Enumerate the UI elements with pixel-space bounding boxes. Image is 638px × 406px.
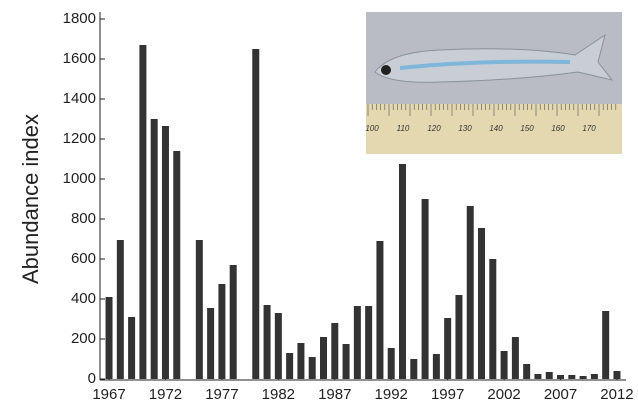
x-tick-label: 2002 bbox=[487, 386, 520, 403]
bar bbox=[568, 375, 575, 379]
bar bbox=[613, 371, 620, 379]
ruler-label: 160 bbox=[551, 124, 565, 133]
bar bbox=[275, 313, 282, 379]
bar bbox=[354, 306, 361, 379]
bar bbox=[422, 199, 429, 379]
bar bbox=[128, 317, 135, 379]
x-tick-label: 1997 bbox=[431, 386, 464, 403]
bar bbox=[139, 45, 146, 379]
bar bbox=[501, 351, 508, 379]
x-tick-label: 1972 bbox=[149, 386, 182, 403]
bar bbox=[264, 305, 271, 379]
bar bbox=[546, 372, 553, 379]
bar bbox=[106, 297, 113, 379]
bar bbox=[410, 359, 417, 379]
bar bbox=[309, 357, 316, 379]
ruler-label: 100 bbox=[365, 124, 379, 133]
bar bbox=[580, 376, 587, 379]
bar bbox=[297, 343, 304, 379]
x-tick-label: 2007 bbox=[544, 386, 577, 403]
bar bbox=[467, 206, 474, 379]
ruler-label: 170 bbox=[582, 124, 596, 133]
bar bbox=[196, 240, 203, 379]
bar bbox=[286, 353, 293, 379]
y-tick-label: 800 bbox=[71, 210, 96, 227]
y-tick-label: 1600 bbox=[63, 50, 96, 67]
y-tick-label: 1800 bbox=[63, 10, 96, 27]
x-tick-label: 1982 bbox=[262, 386, 295, 403]
y-tick-label: 1000 bbox=[63, 170, 96, 187]
fish-photo-inset: 100 110 120 130 140 150 160 170 bbox=[365, 12, 622, 154]
x-tick-label: 2012 bbox=[600, 386, 633, 403]
y-tick-label: 600 bbox=[71, 250, 96, 267]
bar bbox=[444, 318, 451, 379]
ruler-label: 110 bbox=[397, 124, 410, 133]
bar bbox=[478, 228, 485, 379]
bar bbox=[331, 323, 338, 379]
y-tick-label: 0 bbox=[88, 370, 96, 387]
y-tick-label: 1400 bbox=[63, 90, 96, 107]
bar bbox=[376, 241, 383, 379]
bar bbox=[455, 295, 462, 379]
bar bbox=[207, 308, 214, 379]
bar bbox=[388, 348, 395, 379]
x-tick-label: 1967 bbox=[92, 386, 125, 403]
bar bbox=[433, 354, 440, 379]
y-axis-label: Abundance index bbox=[18, 114, 43, 284]
y-tick-label: 400 bbox=[71, 290, 96, 307]
bar bbox=[512, 337, 519, 379]
bar bbox=[343, 344, 350, 379]
ruler-label: 120 bbox=[427, 124, 441, 133]
bar bbox=[218, 284, 225, 379]
bar bbox=[151, 119, 158, 379]
bar bbox=[173, 151, 180, 379]
bar bbox=[365, 306, 372, 379]
bar bbox=[557, 375, 564, 379]
y-tick-label: 1200 bbox=[63, 130, 96, 147]
ruler-label: 130 bbox=[458, 124, 472, 133]
bar bbox=[523, 364, 530, 379]
bar bbox=[162, 126, 169, 379]
ruler-label: 150 bbox=[520, 124, 534, 133]
fish-eye bbox=[381, 65, 391, 75]
bar bbox=[320, 337, 327, 379]
x-tick-label: 1987 bbox=[318, 386, 351, 403]
bar bbox=[602, 311, 609, 379]
bar bbox=[534, 374, 541, 379]
chart: Abundance index 100 110 120 130 140 150 160 170… bbox=[0, 0, 638, 406]
bar bbox=[591, 374, 598, 379]
bar bbox=[117, 240, 124, 379]
bar bbox=[399, 164, 406, 379]
bar bbox=[252, 49, 259, 379]
bar bbox=[230, 265, 237, 379]
ruler-label: 140 bbox=[489, 124, 503, 133]
y-tick-label: 200 bbox=[71, 330, 96, 347]
x-tick-label: 1977 bbox=[205, 386, 238, 403]
x-tick-label: 1992 bbox=[375, 386, 408, 403]
bar bbox=[489, 259, 496, 379]
